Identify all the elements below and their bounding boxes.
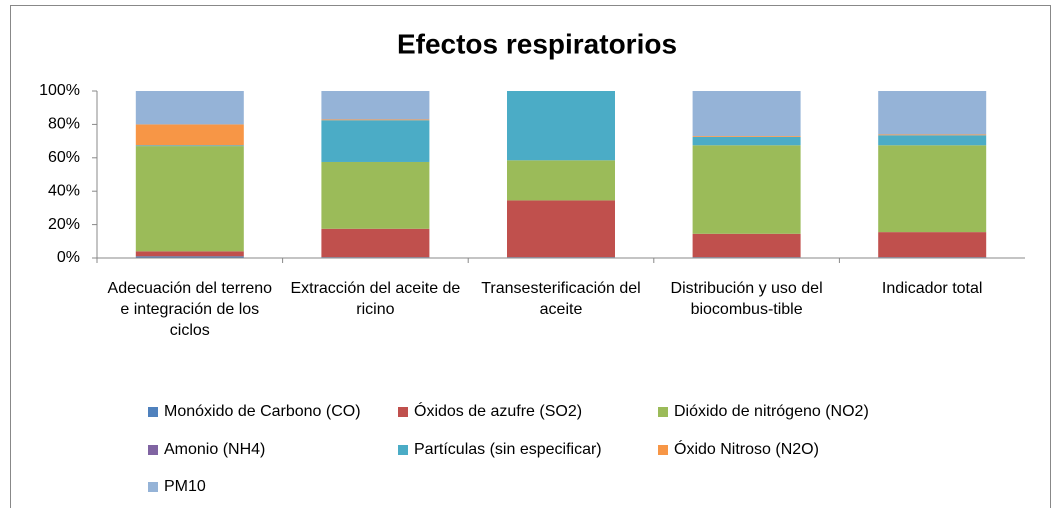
bar-segment bbox=[878, 91, 987, 135]
bar-segment bbox=[135, 91, 244, 125]
x-tick-label: Indicador total bbox=[881, 280, 983, 297]
bar-segment bbox=[878, 232, 987, 258]
bar-segment bbox=[135, 251, 244, 257]
bar-segment bbox=[878, 135, 987, 146]
bar-segment bbox=[507, 91, 615, 161]
bar-segment bbox=[321, 120, 430, 162]
bar-segment bbox=[692, 136, 801, 146]
bar-segment bbox=[321, 161, 430, 229]
legend-swatch bbox=[398, 407, 408, 417]
y-tick-label: 40% bbox=[48, 182, 80, 199]
legend-swatch bbox=[398, 445, 408, 455]
bar-segment bbox=[135, 145, 244, 147]
legend-swatch bbox=[148, 482, 158, 492]
bar-segment bbox=[692, 145, 801, 234]
x-tick-label: Transesterificación del aceite bbox=[481, 280, 641, 318]
bar-segment bbox=[507, 200, 615, 258]
legend-swatch bbox=[658, 407, 668, 417]
legend-swatch bbox=[148, 407, 158, 417]
bar-segment bbox=[878, 134, 987, 136]
bar-segment bbox=[321, 91, 430, 120]
y-tick-label: 60% bbox=[48, 149, 80, 166]
y-tick-label: 0% bbox=[57, 249, 80, 266]
bar-segment bbox=[321, 119, 430, 121]
legend-swatch bbox=[658, 445, 668, 455]
bar-segment bbox=[507, 160, 615, 201]
y-tick-label: 80% bbox=[48, 116, 80, 133]
legend-label: Monóxido de Carbono (CO) bbox=[164, 403, 361, 420]
chart-title: Efectos respiratorios bbox=[397, 28, 677, 59]
legend-swatch bbox=[148, 445, 158, 455]
bar-segment bbox=[692, 233, 801, 258]
x-tick-label: Adecuación del terreno e integración de … bbox=[107, 280, 273, 339]
x-tick-label: Extracción del aceite de ricino bbox=[290, 280, 461, 318]
bar-segment bbox=[321, 228, 430, 258]
legend-label: Óxido Nitroso (N2O) bbox=[674, 439, 819, 458]
legend-label: Óxidos de azufre (SO2) bbox=[414, 401, 582, 420]
y-tick-label: 100% bbox=[39, 82, 80, 99]
legend-label: Amonio (NH4) bbox=[164, 441, 265, 458]
bar-segment bbox=[692, 91, 801, 137]
legend-label: Partículas (sin especificar) bbox=[414, 441, 602, 458]
x-tick-label: Distribución y uso del biocombus-tible bbox=[670, 280, 823, 318]
bar-segment bbox=[692, 136, 801, 137]
bar-segment bbox=[135, 124, 244, 146]
bar-segment bbox=[135, 256, 244, 258]
legend-label: Dióxido de nitrógeno (NO2) bbox=[674, 403, 869, 420]
bar-segment bbox=[135, 146, 244, 252]
bar-segment bbox=[878, 145, 987, 233]
y-tick-label: 20% bbox=[48, 216, 80, 233]
legend-label: PM10 bbox=[164, 478, 206, 495]
